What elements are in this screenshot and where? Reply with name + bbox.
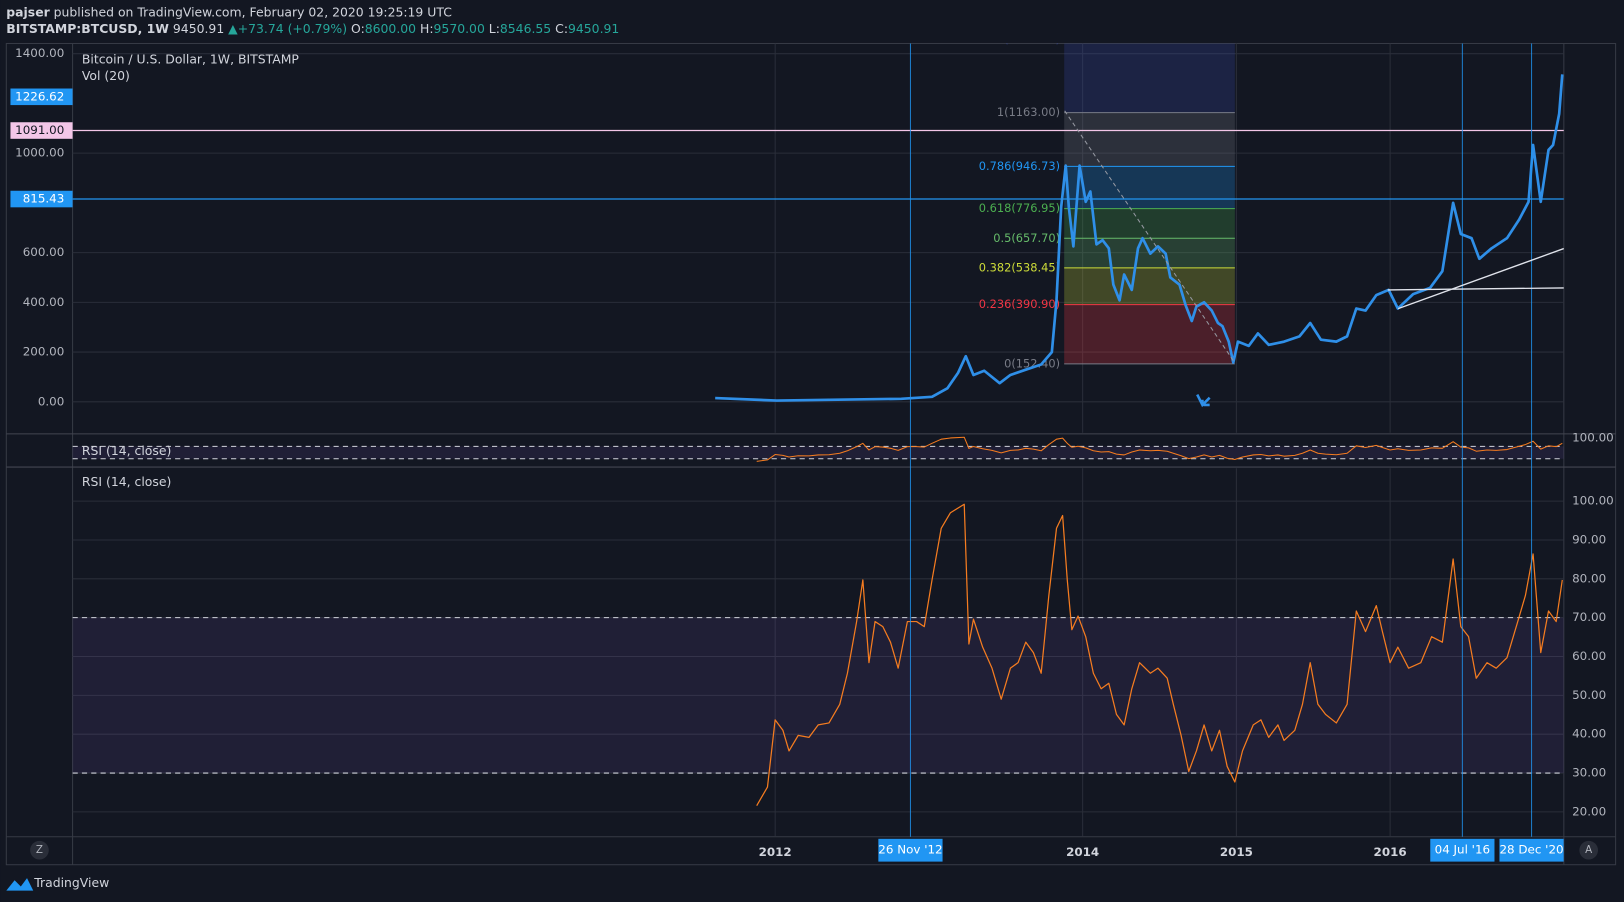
y-tick-label: 90.00	[1572, 532, 1606, 546]
mini-rsi-title: RSI (14, close)	[82, 443, 171, 458]
fib-label: 1(1163.00)	[997, 105, 1060, 119]
fib-band	[1064, 304, 1235, 364]
fib-label: 0.786(946.73)	[979, 159, 1060, 173]
series-line	[756, 503, 1563, 807]
open-label: O:	[351, 20, 365, 35]
price-badge-label: 815.43	[23, 192, 65, 206]
rsi-title: RSI (14, close)	[82, 474, 171, 489]
arrow-drawing	[1196, 393, 1211, 408]
brand: TradingView	[33, 875, 109, 890]
x-tick-label: 2015	[1220, 845, 1253, 859]
y-tick-label: 50.00	[1572, 688, 1606, 702]
mini-rsi-band	[72, 446, 1564, 459]
high-label: H:	[420, 20, 434, 35]
price-badge	[10, 122, 73, 139]
marker-badge	[878, 838, 943, 862]
marker-badge	[1499, 838, 1564, 862]
fib-band	[1064, 43, 1235, 113]
series-line	[756, 436, 1563, 462]
y-tick-label: 600.00	[23, 245, 65, 259]
author: pajser	[6, 4, 50, 19]
fib-band	[1064, 112, 1235, 167]
x-tick-label: 2014	[1066, 845, 1099, 859]
price-badge	[10, 88, 73, 106]
open: 8600.00	[365, 20, 416, 35]
y-tick-label: 0.00	[38, 394, 64, 408]
x-tick-label: 2016	[1374, 845, 1407, 859]
publish-line: pajser published on TradingView.com, Feb…	[6, 4, 452, 19]
low-label: L:	[489, 20, 500, 35]
x-tick-label: 2012	[759, 845, 792, 859]
published: published on TradingView.com, February 0…	[54, 4, 452, 19]
y-tick-label: 70.00	[1572, 610, 1606, 624]
y-tick-label: 20.00	[1572, 804, 1606, 818]
volume-title: Vol (20)	[82, 68, 130, 83]
fib-label: 0.236(390.90)	[979, 297, 1060, 311]
y-tick-label: 40.00	[1572, 727, 1606, 741]
price-badge	[10, 190, 73, 208]
mini-y-tick-label: 100.00	[1572, 431, 1614, 445]
trend-line	[1387, 287, 1564, 291]
arrow: ▲	[228, 20, 238, 35]
y-tick-label: 400.00	[23, 295, 65, 309]
fib-label: 0.5(657.70)	[993, 231, 1060, 245]
auto-scale-label[interactable]: A	[1585, 844, 1592, 856]
y-tick-label: 1400.00	[15, 46, 64, 60]
logo-icon	[6, 878, 34, 891]
close-label: C:	[555, 20, 568, 35]
auto-scale-button[interactable]	[1579, 840, 1599, 860]
fib-band	[1064, 166, 1235, 209]
mini-rsi-pane	[72, 436, 1564, 462]
rsi-band	[72, 617, 1564, 774]
drawings	[1064, 110, 1564, 408]
symbol: BITSTAMP:BTCUSD, 1W	[6, 20, 169, 35]
marker-badge	[1430, 838, 1495, 862]
close: 9450.91	[568, 20, 619, 35]
marker-label: 26 Nov '12	[878, 843, 942, 857]
fib-band	[1064, 208, 1235, 239]
marker-label: 28 Dec '20	[1499, 843, 1563, 857]
quote-line: BITSTAMP:BTCUSD, 1W 9450.91 ▲+73.74 (+0.…	[6, 20, 619, 35]
price-badge-label: 1091.00	[15, 123, 64, 137]
chart-frame	[5, 42, 1617, 866]
zoom-button[interactable]	[30, 840, 49, 860]
fib-label: 0.618(776.95)	[979, 201, 1060, 215]
trend-line	[1397, 247, 1564, 310]
marker-label: 04 Jul '16	[1435, 843, 1490, 857]
change: +73.74 (+0.79%)	[238, 20, 347, 35]
y-tick-label: 100.00	[1572, 494, 1614, 508]
y-tick-label: 80.00	[1572, 571, 1606, 585]
fib-label: 0.382(538.45)	[979, 260, 1060, 274]
last: 9450.91	[173, 20, 224, 35]
low: 8546.55	[500, 20, 551, 35]
y-tick-label: 200.00	[23, 345, 65, 359]
high: 9570.00	[434, 20, 485, 35]
zoom-button-label[interactable]: Z	[36, 844, 43, 856]
price-title: Bitcoin / U.S. Dollar, 1W, BITSTAMP	[82, 52, 299, 67]
axes: 0.00 200.00 400.00 600.00 1000.00 1400.00 100.…	[10, 43, 1614, 862]
fib-band	[1064, 267, 1235, 305]
fib-label: 1.272(1457.88)	[972, 32, 1060, 46]
price-pane: 1.272(1457.88) 1(1163.00) 0.786(946.73) 0.6…	[72, 32, 1564, 433]
y-tick-label: 60.00	[1572, 649, 1606, 663]
y-tick-label: 30.00	[1572, 766, 1606, 780]
y-tick-label: 1000.00	[15, 146, 64, 160]
price-badge-label: 1226.62	[15, 89, 64, 103]
rsi-pane	[72, 468, 1564, 837]
